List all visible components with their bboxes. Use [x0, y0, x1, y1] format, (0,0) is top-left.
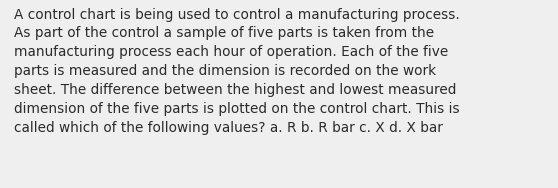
Text: A control chart is being used to control a manufacturing process.
As part of the: A control chart is being used to control… [14, 8, 460, 135]
